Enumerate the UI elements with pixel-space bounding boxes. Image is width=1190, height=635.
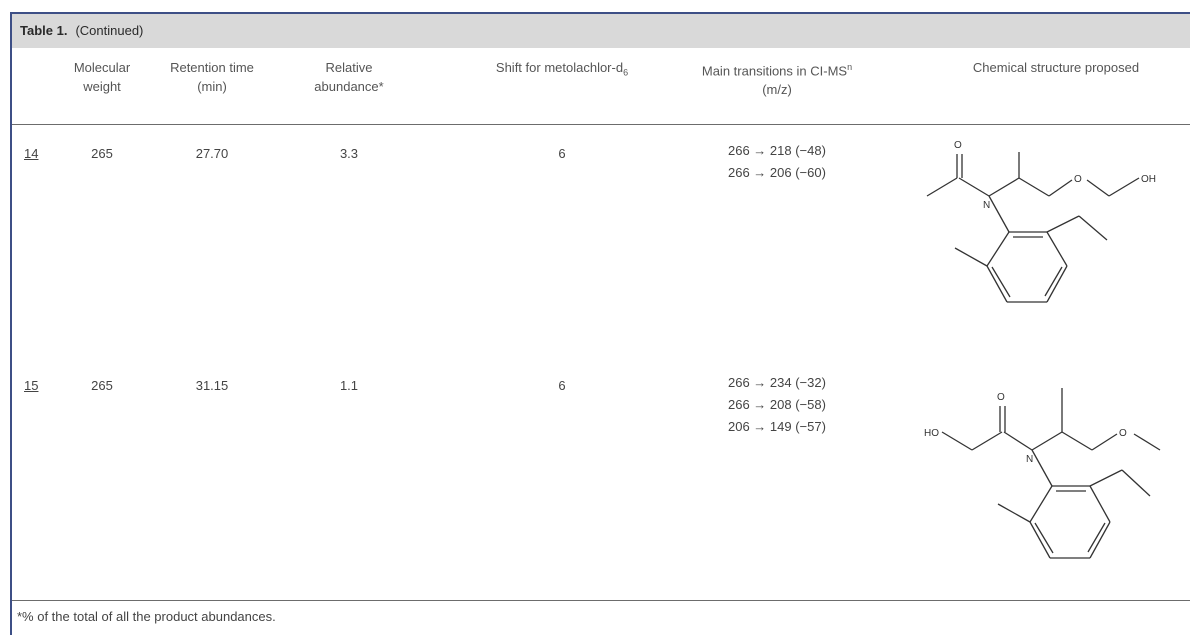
relative-abundance: 3.3 — [339, 146, 359, 161]
table-title: Table 1. (Continued) — [12, 14, 1190, 48]
header-structure: Chemical structure proposed — [972, 60, 1140, 75]
header-retention-time: Retention time (min) — [170, 60, 254, 94]
atom-label-oh: OH — [1141, 174, 1156, 185]
molecular-weight: 265 — [91, 378, 113, 393]
table-footnote: *% of the total of all the product abund… — [17, 609, 276, 624]
transition-item: 266 → 208 (−58) — [728, 397, 826, 412]
compound-id: 15 — [24, 378, 39, 393]
table-title-continued: (Continued) — [75, 23, 144, 38]
shift-value: 6 — [558, 146, 566, 161]
chemical-structure-14: O N O OH — [926, 140, 1156, 303]
relative-abundance: 1.1 — [339, 378, 359, 393]
compound-id: 14 — [24, 146, 39, 161]
atom-label-o: O — [954, 140, 962, 151]
atom-label-o2: O — [1074, 174, 1082, 185]
atom-label-o2: O — [1119, 428, 1127, 439]
transition-item: 266 → 206 (−60) — [728, 165, 826, 180]
header-divider — [12, 124, 1190, 125]
atom-label-ho: HO — [924, 428, 939, 439]
transition-item: 266 → 218 (−48) — [728, 143, 826, 158]
molecular-weight: 265 — [91, 146, 113, 161]
header-transitions: Main transitions in CI-MSn (m/z) — [701, 62, 853, 98]
header-shift: Shift for metolachlor-d6 — [495, 60, 629, 78]
transition-item: 206 → 149 (−57) — [728, 419, 826, 434]
atom-label-n: N — [983, 200, 990, 211]
transition-item: 266 → 234 (−32) — [728, 375, 826, 390]
transitions-list: 266 → 234 (−32) 266 → 208 (−58) 206 → 14… — [728, 372, 826, 438]
shift-value: 6 — [558, 378, 566, 393]
chemical-structure-15: O N O HO — [924, 388, 1161, 559]
atom-label-n: N — [1026, 454, 1033, 465]
retention-time: 31.15 — [195, 378, 229, 393]
header-relative-abundance: Relative abundance* — [314, 60, 384, 94]
table-number: Table 1. — [20, 23, 68, 38]
transitions-list: 266 → 218 (−48) 266 → 206 (−60) — [728, 140, 826, 184]
footer-divider — [12, 600, 1190, 601]
retention-time: 27.70 — [195, 146, 229, 161]
table-frame: Table 1. (Continued) Molecular weight Ret… — [10, 12, 1190, 635]
header-molecular-weight: Molecular weight — [73, 60, 131, 94]
atom-label-o: O — [997, 392, 1005, 403]
